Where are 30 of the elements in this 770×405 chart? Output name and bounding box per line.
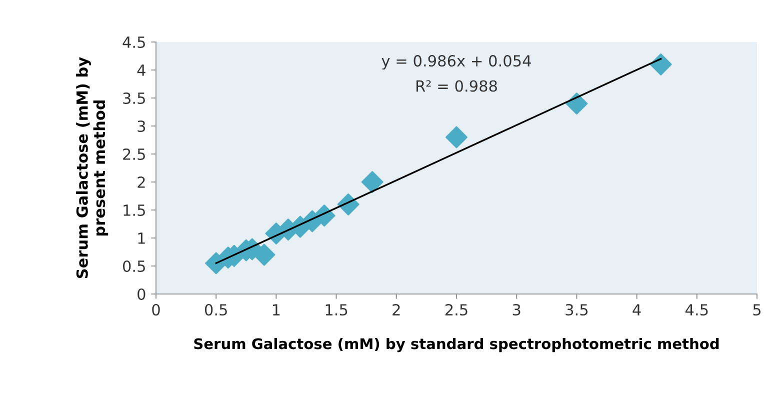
x-tick-label: 2 bbox=[392, 304, 400, 316]
y-tick-label: 2 bbox=[138, 176, 145, 188]
y-tick-label: 3 bbox=[138, 120, 146, 132]
y-tick-label: 0.5 bbox=[122, 260, 145, 272]
x-tick-label: 0.5 bbox=[204, 304, 227, 316]
point bbox=[361, 171, 384, 193]
x-tick-label: 0 bbox=[152, 304, 160, 316]
x-tick-label: 1.5 bbox=[326, 304, 348, 316]
x-tick-label: 4 bbox=[632, 304, 641, 316]
point bbox=[566, 92, 588, 115]
y-axis-title: Serum Galactose (mM) by present method bbox=[76, 57, 108, 278]
y-tick-label: 0 bbox=[138, 288, 146, 300]
x-tick-label: 5 bbox=[753, 304, 761, 316]
x-tick-label: 3.5 bbox=[566, 304, 588, 316]
x-tick-label: 1 bbox=[273, 304, 280, 316]
annotation: y = 0.986x + 0.054 bbox=[382, 55, 531, 70]
y-tick-label: 3.5 bbox=[123, 92, 145, 104]
y-tick-label: 2.5 bbox=[123, 148, 145, 160]
point bbox=[650, 53, 672, 76]
point bbox=[446, 126, 468, 148]
y-tick-label: 4.5 bbox=[122, 36, 145, 48]
y-tick-label: 1 bbox=[138, 232, 145, 244]
x-tick-label: 4.5 bbox=[686, 304, 708, 316]
x-tick-label: 2.5 bbox=[445, 304, 468, 316]
y-tick-label: 1.5 bbox=[124, 204, 145, 216]
y-tick-label: 4 bbox=[137, 64, 146, 76]
annotation: R² = 0.988 bbox=[416, 80, 497, 92]
x-axis-title: Serum Galactose (mM) by standard spectrophotometric method bbox=[194, 338, 719, 352]
point bbox=[253, 244, 276, 266]
x-tick-label: 3 bbox=[512, 304, 520, 316]
